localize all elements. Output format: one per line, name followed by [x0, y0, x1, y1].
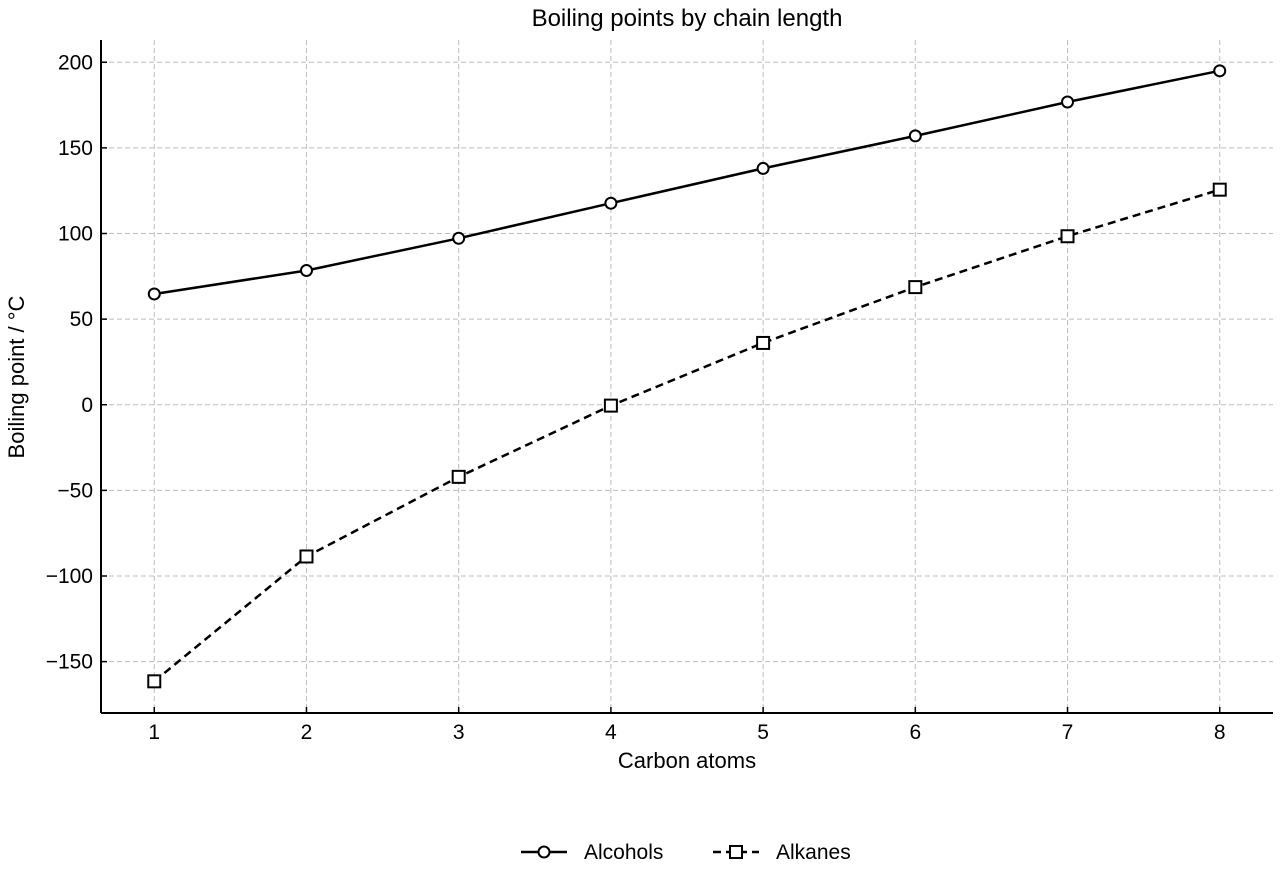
- x-tick-label: 2: [301, 721, 313, 744]
- data-point-alcohols: [1213, 64, 1227, 78]
- legend-item-alkanes: Alkanes: [713, 841, 851, 864]
- data-point-alcohols: [452, 231, 466, 245]
- y-tick-labels: 200 150 100 50 0 −50 −100 −150: [46, 51, 93, 673]
- data-point-alcohols: [604, 196, 618, 210]
- x-tick-label: 1: [148, 721, 160, 744]
- data-point-alcohols: [1061, 95, 1075, 109]
- y-tick-label: 100: [58, 223, 93, 246]
- data-point-alcohols: [299, 263, 313, 277]
- data-point-alcohols: [147, 287, 161, 301]
- y-tick-label: 50: [70, 308, 93, 331]
- x-tick-label: 8: [1214, 721, 1226, 744]
- x-tick-label: 6: [909, 721, 921, 744]
- grid: [101, 40, 1273, 713]
- x-tick-label: 7: [1062, 721, 1074, 744]
- series-line-alkanes: [153, 188, 1221, 683]
- y-tick-label: −100: [46, 565, 93, 588]
- y-axis-title: Boiling point / °C: [4, 295, 29, 458]
- data-point-alcohols: [908, 129, 922, 143]
- legend-item-alcohols: Alcohols: [521, 841, 663, 864]
- data-point-alkanes: [299, 549, 314, 564]
- legend-label-alcohols: Alcohols: [584, 841, 663, 864]
- legend-marker-alkanes: [729, 845, 743, 859]
- legend-label-alkanes: Alkanes: [776, 841, 851, 864]
- legend-marker-alcohols: [537, 845, 551, 859]
- data-point-alcohols: [756, 161, 770, 175]
- y-tick-label: 150: [58, 137, 93, 160]
- axes: [100, 40, 1273, 714]
- y-tick-label: −150: [46, 651, 93, 674]
- series-line-alcohols: [154, 69, 1220, 296]
- data-point-alkanes: [451, 469, 466, 484]
- series-alkanes: [147, 182, 1227, 689]
- y-tick-label: 0: [81, 394, 93, 417]
- y-tick-label: 200: [58, 51, 93, 74]
- series: [147, 64, 1227, 689]
- data-point-alkanes: [603, 398, 618, 413]
- x-axis-title: Carbon atoms: [618, 748, 756, 773]
- x-tick-labels: 1 2 3 4 5 6 7 8: [148, 721, 1225, 744]
- x-tick-label: 4: [605, 721, 617, 744]
- y-tick-label: −50: [57, 479, 93, 502]
- x-tick-label: 3: [453, 721, 465, 744]
- chart-title: Boiling points by chain length: [532, 5, 843, 32]
- data-point-alkanes: [756, 335, 771, 350]
- data-point-alkanes: [1212, 182, 1227, 197]
- data-point-alkanes: [1060, 229, 1075, 244]
- series-alcohols: [147, 64, 1227, 301]
- x-tick-label: 5: [757, 721, 769, 744]
- legend: Alcohols Alkanes: [521, 841, 851, 864]
- data-point-alkanes: [908, 280, 923, 295]
- data-point-alkanes: [147, 674, 162, 689]
